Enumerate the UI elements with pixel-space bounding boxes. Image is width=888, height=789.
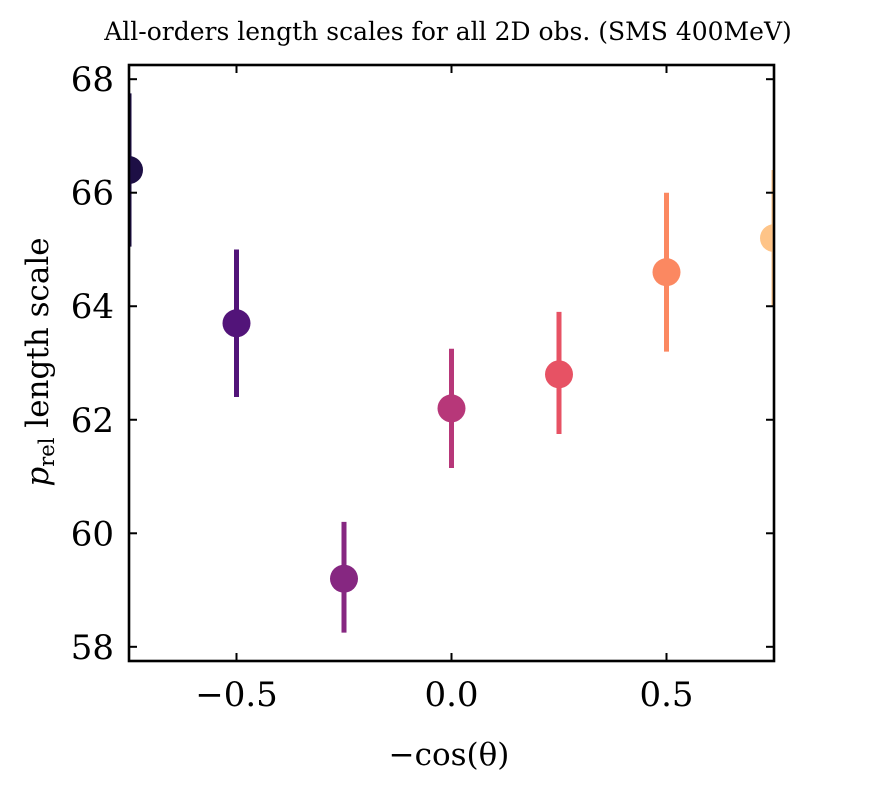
x-tick-label: −0.5 — [195, 675, 278, 715]
data-points-layer — [129, 93, 774, 633]
data-point-6 — [760, 170, 774, 307]
x-axis-ticks: −0.5 0.0 0.5 — [195, 65, 694, 715]
data-point-5 — [652, 192, 681, 352]
data-point-1 — [222, 249, 251, 398]
data-point-2 — [330, 521, 358, 633]
x-tick-label: 0.0 — [424, 675, 478, 715]
data-point-3 — [437, 348, 466, 469]
y-axis-label-text: length scale — [20, 237, 56, 437]
y-axis-label: prel length scale — [20, 237, 59, 486]
data-marker — [652, 258, 681, 287]
data-marker — [129, 156, 143, 185]
y-tick-label: 66 — [71, 174, 114, 214]
data-marker — [222, 309, 251, 338]
chart-title: All-orders length scales for all 2D obs.… — [103, 17, 792, 46]
data-marker — [437, 394, 466, 423]
data-point-0 — [129, 93, 143, 247]
y-axis-label-symbol: p — [20, 467, 56, 487]
data-marker — [545, 360, 573, 389]
y-axis-ticks: 58 60 62 64 66 68 — [71, 60, 774, 668]
y-tick-label: 60 — [71, 514, 114, 554]
y-axis-label-subscript: rel — [35, 437, 59, 466]
y-tick-label: 68 — [71, 60, 114, 100]
data-point-4 — [545, 311, 573, 434]
x-tick-label: 0.5 — [639, 675, 693, 715]
x-axis-label: −cos(θ) — [389, 737, 510, 773]
y-tick-label: 64 — [71, 287, 114, 327]
y-tick-label: 62 — [71, 401, 114, 441]
data-marker — [330, 564, 358, 593]
y-tick-label: 58 — [71, 628, 114, 668]
data-marker — [760, 224, 774, 253]
